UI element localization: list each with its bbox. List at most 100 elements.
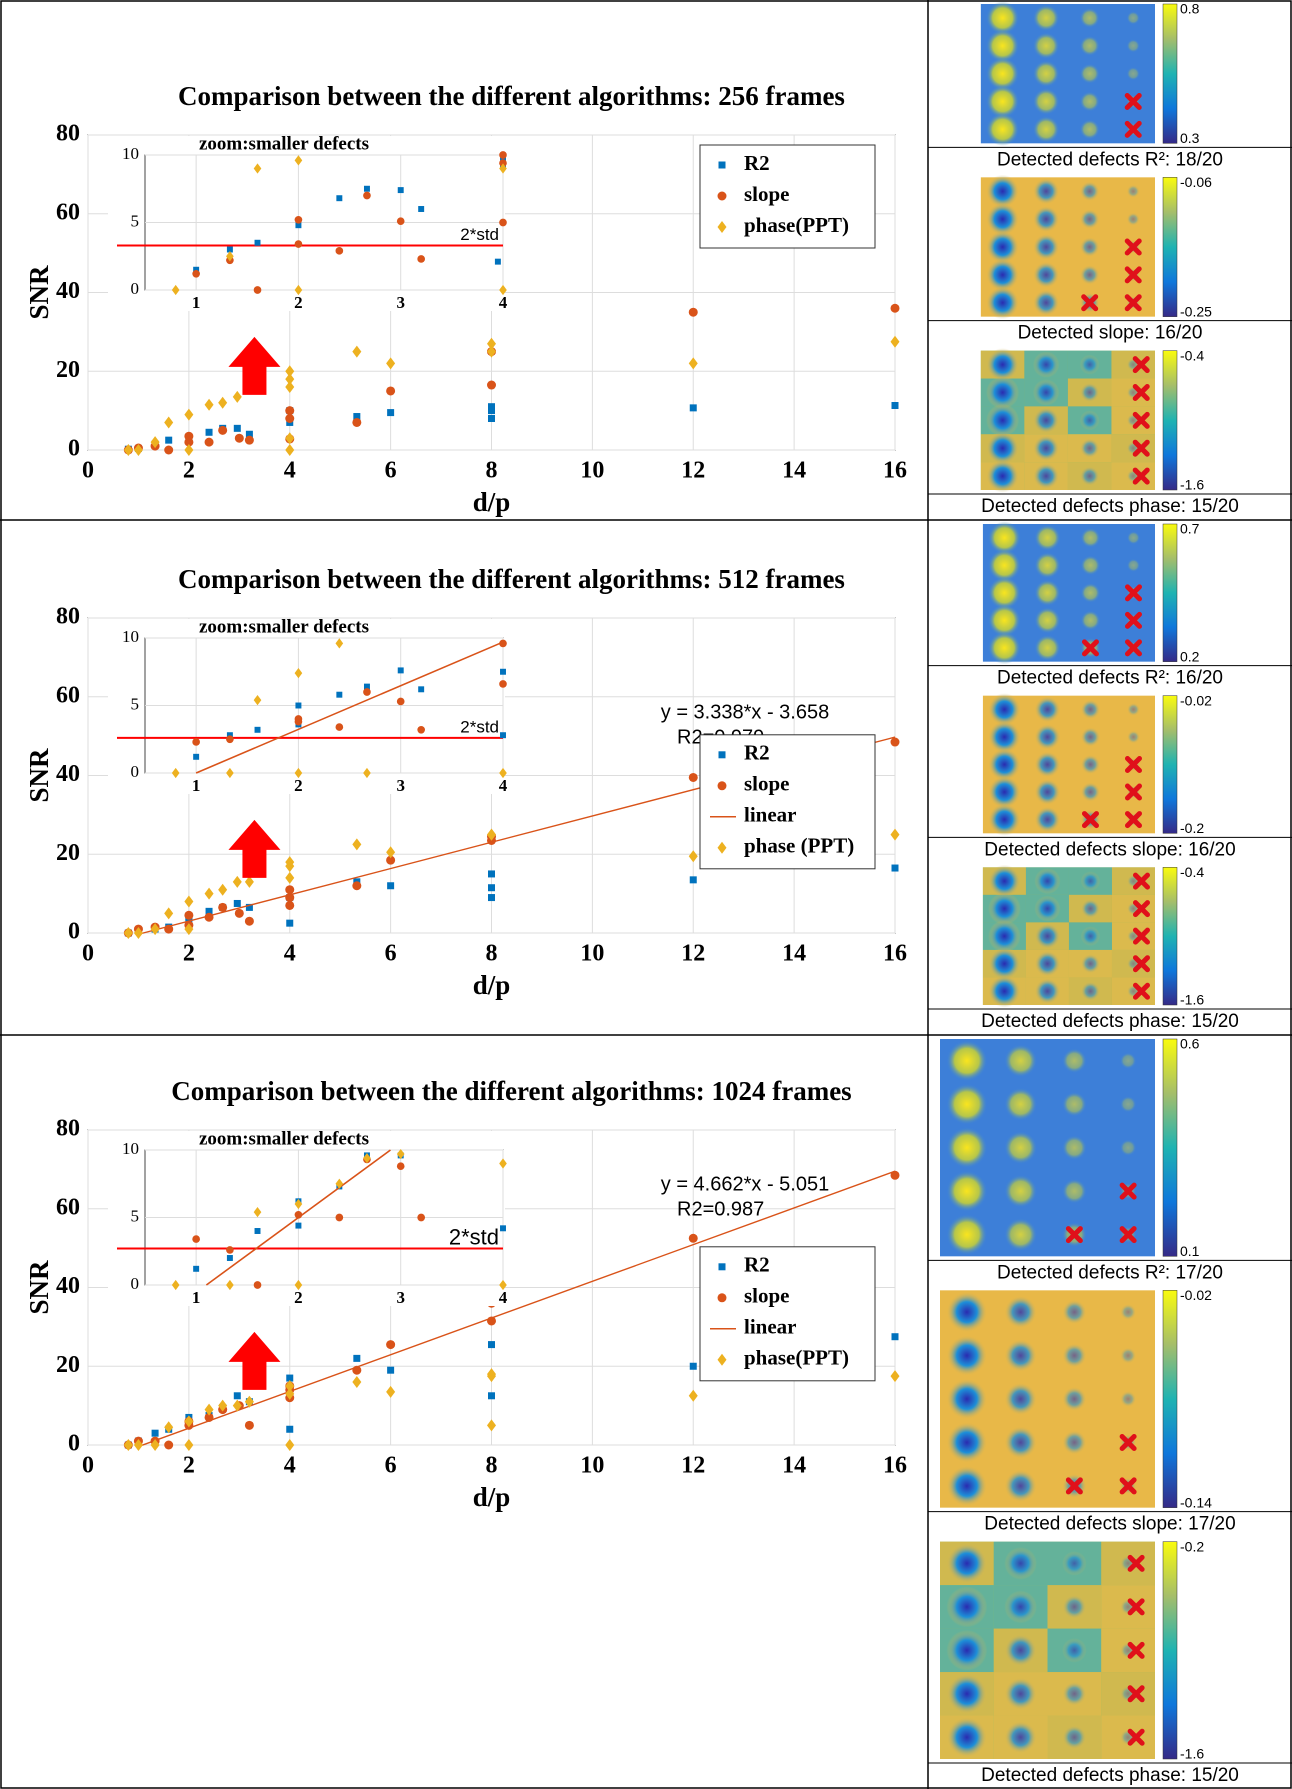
map-spot [1033, 234, 1059, 260]
map-spot [1033, 262, 1059, 288]
map-spot [1004, 1131, 1037, 1164]
map-spot [1080, 8, 1100, 28]
map-spot [1081, 528, 1101, 548]
marker [487, 381, 496, 390]
map-spot [1127, 703, 1140, 716]
marker [285, 414, 294, 423]
marker [417, 255, 425, 263]
map-spot [1062, 1725, 1087, 1750]
x-tick-label: 2 [183, 941, 195, 967]
inset-x-tick-label: 3 [396, 776, 405, 795]
marker [689, 1234, 698, 1243]
map-spot [946, 1630, 987, 1671]
map-spot [1004, 1721, 1037, 1754]
marker [254, 1281, 262, 1289]
marker [206, 429, 213, 436]
map-spot [1004, 1470, 1037, 1503]
map-spot [946, 1543, 987, 1584]
map-spot [1080, 265, 1100, 285]
legend-label: phase(PPT) [744, 1346, 849, 1370]
map-spot [1004, 1634, 1037, 1667]
marker [690, 404, 697, 411]
x-tick-label: 12 [681, 941, 705, 967]
marker [689, 773, 698, 782]
map-spot [1034, 779, 1060, 805]
map-spot [946, 1422, 987, 1463]
map-spot [1127, 730, 1140, 743]
x-tick-label: 4 [284, 458, 296, 484]
map-spot [946, 1084, 987, 1125]
marker [234, 425, 241, 432]
marker [499, 680, 507, 688]
x-tick-label: 12 [681, 1453, 705, 1479]
map-spot [946, 1335, 987, 1376]
map-spot [988, 632, 1021, 665]
y-tick-label: 40 [56, 278, 80, 304]
map-spot [1127, 531, 1140, 544]
marker [295, 1223, 301, 1229]
marker [397, 1162, 405, 1170]
marker [690, 1363, 697, 1370]
threshold-label: 2*std [460, 717, 499, 736]
y-tick-label: 0 [68, 919, 80, 945]
map-spot [1062, 1551, 1087, 1576]
inset-x-tick-label: 1 [192, 776, 201, 795]
inset-x-tick-label: 4 [499, 1288, 508, 1307]
legend-label: phase (PPT) [744, 834, 854, 858]
x-tick-label: 0 [82, 1453, 94, 1479]
y-axis-label: SNR [24, 748, 54, 803]
map-spot [1120, 1391, 1136, 1407]
colorbar-min: 0.1 [1180, 1243, 1200, 1259]
marker [352, 881, 361, 890]
inset-y-tick-label: 10 [122, 1139, 139, 1158]
map-spot [1080, 64, 1100, 84]
map-spot [1127, 11, 1140, 24]
y-axis-label: SNR [24, 1260, 54, 1315]
map-spot [1033, 435, 1059, 461]
map-spot [1081, 727, 1101, 747]
colorbar [1163, 867, 1177, 1005]
colorbar-min: -0.2 [1180, 820, 1204, 836]
map-spot [1120, 1139, 1136, 1155]
colorbar [1163, 351, 1177, 490]
inset-x-tick-label: 4 [499, 776, 508, 795]
map-spot [988, 803, 1021, 836]
inset-title: zoom:smaller defects [199, 616, 369, 637]
colorbar [1163, 524, 1177, 662]
marker [192, 738, 200, 746]
marker [336, 692, 342, 698]
inset-y-tick-label: 0 [131, 1274, 140, 1293]
marker [164, 1441, 173, 1450]
map-spot [1034, 724, 1060, 750]
marker [295, 240, 303, 248]
marker [892, 1333, 899, 1340]
colorbar-max: 0.6 [1180, 1036, 1200, 1052]
y-tick-label: 20 [56, 1352, 80, 1378]
y-tick-label: 80 [56, 1116, 80, 1142]
map-spot [946, 1673, 987, 1714]
colorbar-min: 0.3 [1180, 130, 1200, 146]
colorbar [1163, 1542, 1177, 1759]
map-spot [1004, 1426, 1037, 1459]
inset-x-tick-label: 3 [396, 293, 405, 312]
legend-swatch [719, 162, 726, 169]
marker [286, 1426, 293, 1433]
marker [417, 1214, 425, 1222]
x-tick-label: 14 [782, 941, 806, 967]
map-caption: Detected defects phase: 15/20 [981, 496, 1239, 517]
y-tick-label: 40 [56, 1273, 80, 1299]
inset-y-tick-label: 10 [122, 144, 139, 163]
y-tick-label: 60 [56, 1194, 80, 1220]
marker [690, 876, 697, 883]
map-caption: Detected defects slope: 17/20 [984, 1514, 1235, 1535]
colorbar-min: -1.6 [1180, 477, 1204, 493]
map-spot [1080, 237, 1100, 257]
map-spot [1004, 1088, 1037, 1121]
map-spot [1034, 896, 1060, 922]
map-spot [1033, 379, 1059, 405]
map-spot [1120, 1053, 1136, 1069]
marker [192, 1235, 200, 1243]
chart-title: Comparison between the different algorit… [178, 564, 845, 594]
marker [254, 286, 262, 294]
map-spot [1127, 213, 1140, 226]
